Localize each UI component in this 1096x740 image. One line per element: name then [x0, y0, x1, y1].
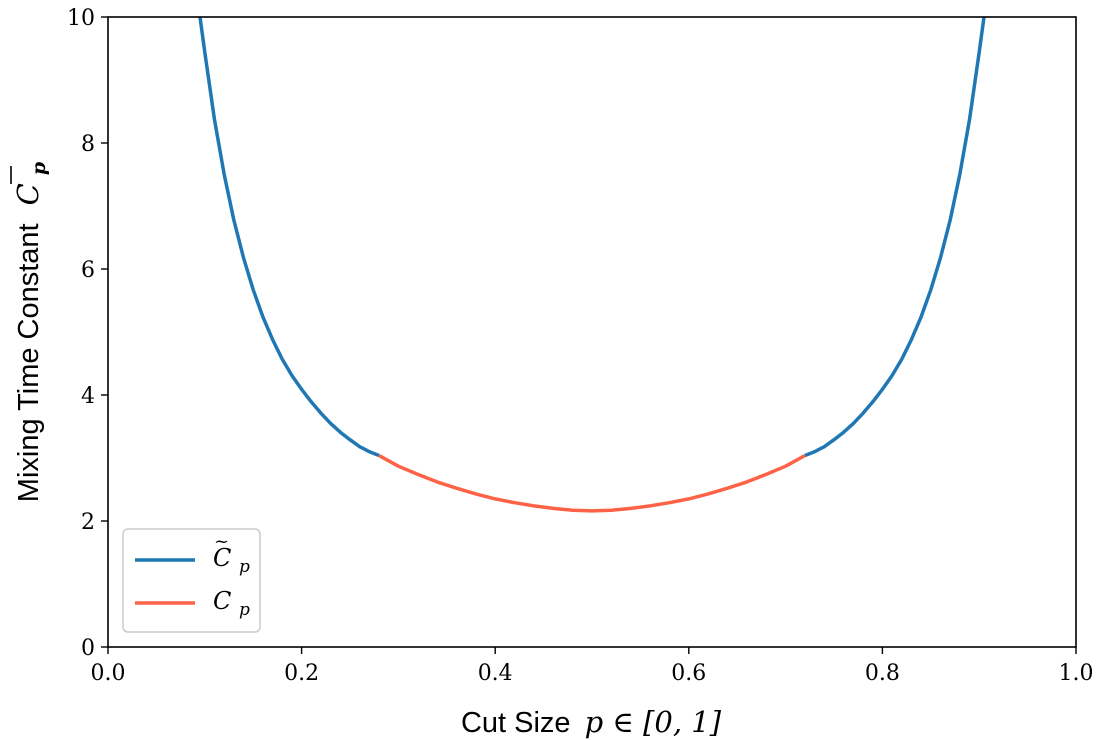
y-tick-label: 6 — [81, 258, 95, 283]
series-line-1-segment-0 — [378, 453, 806, 513]
x-tick-label: 1.0 — [1059, 661, 1094, 686]
y-axis-label: Mixing Time Constant C p — [10, 161, 50, 502]
x-tick-label: 0.4 — [478, 661, 513, 686]
x-tick-label: 0.0 — [91, 661, 126, 686]
y-tick-label: 4 — [81, 384, 95, 409]
y-tick-label: 8 — [81, 132, 95, 157]
series-line-0-segment-0 — [198, 16, 380, 458]
svg-text:Mixing Time Constant C: Mixing Time Constant C p — [11, 161, 50, 502]
y-axis-ticks: 0 2 4 6 8 10 — [67, 6, 108, 661]
y-tick-label: 10 — [67, 6, 95, 31]
y-tick-label: 2 — [81, 510, 95, 535]
x-tick-label: 0.8 — [865, 661, 900, 686]
legend: C p ~ C p — [122, 528, 261, 633]
x-axis-ticks: 0.0 0.2 0.4 0.6 0.8 1.0 — [91, 647, 1094, 686]
y-axis-label-math: C — [11, 183, 45, 205]
x-axis-label: Cut Size p ∈ [0, 1] — [461, 705, 722, 739]
y-tick-label: 0 — [81, 636, 95, 661]
plot-lines — [198, 16, 986, 513]
series-line-0-segment-1 — [804, 16, 986, 458]
x-tick-label: 0.2 — [284, 661, 319, 686]
legend-box — [122, 528, 261, 633]
legend-tilde-mark: ~ — [214, 531, 229, 552]
x-tick-label: 0.6 — [671, 661, 706, 686]
plot-frame — [107, 16, 1077, 648]
legend-label-tilde-cp: C p — [213, 544, 250, 577]
legend-label-cp: C p — [213, 587, 250, 620]
